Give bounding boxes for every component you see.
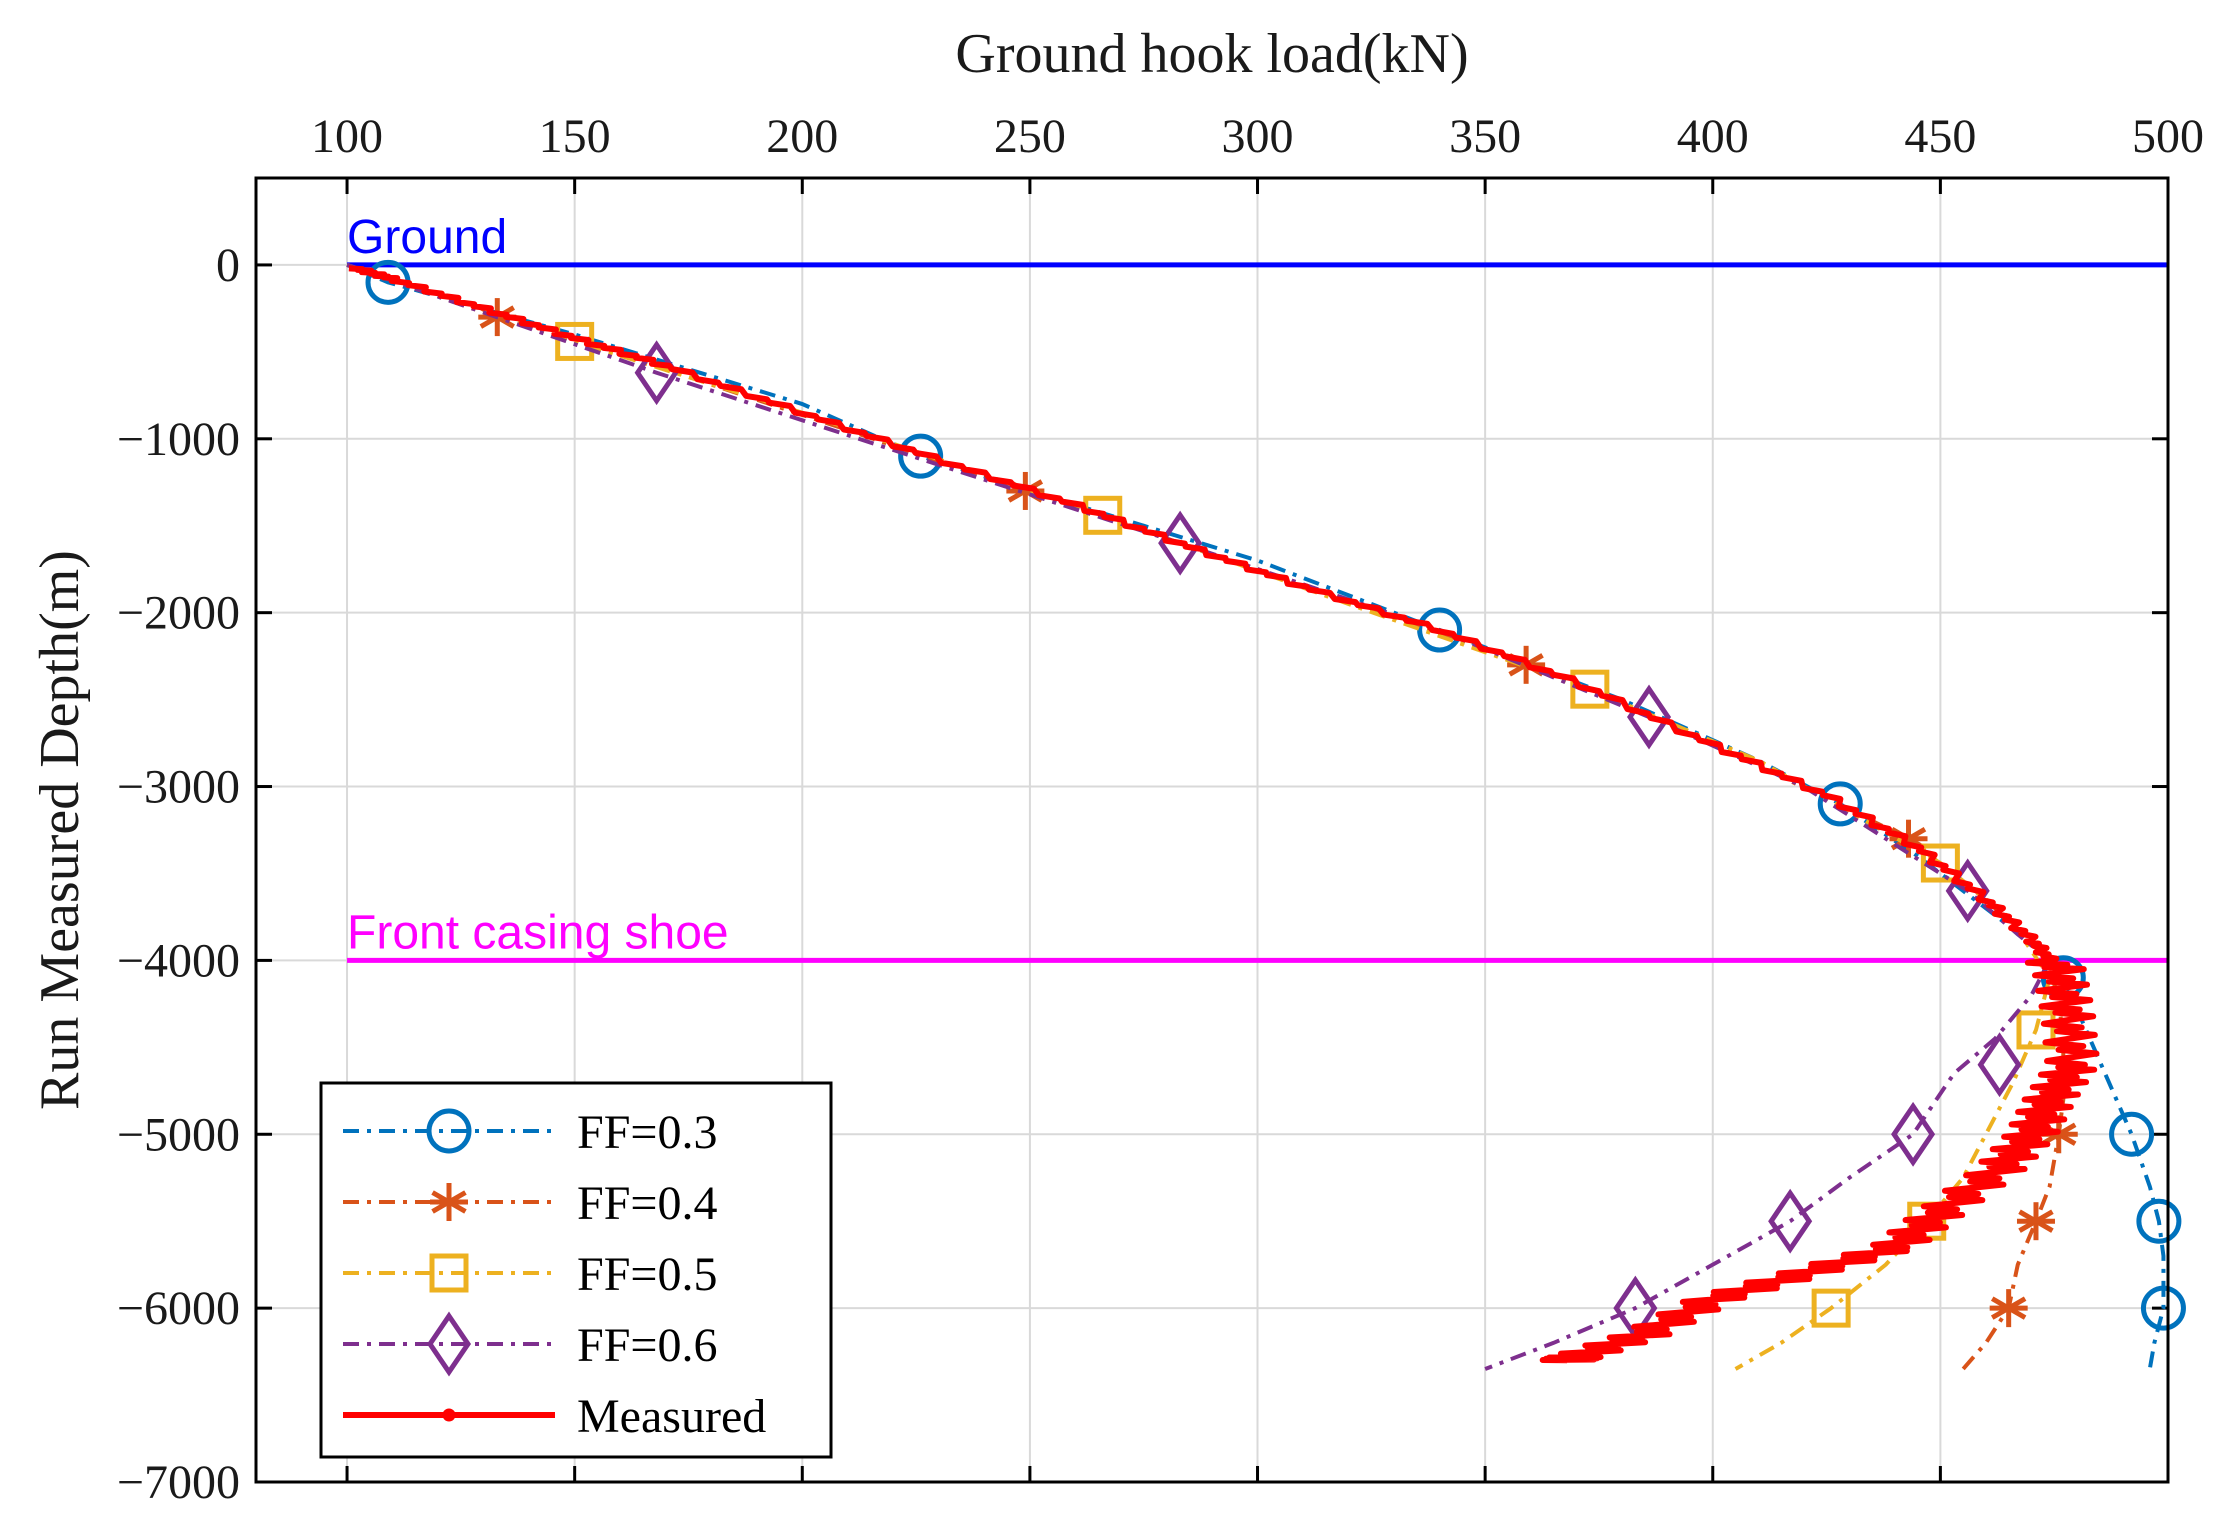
data-point-marker (2016, 1202, 2055, 1241)
data-point-marker (555, 321, 595, 361)
data-point-marker (1083, 495, 1123, 535)
plot-frame (254, 176, 2170, 1484)
x-tick-label: 450 (1904, 110, 1976, 163)
x-axis-label: Ground hook load(kN) (955, 23, 1468, 85)
legend-label: FF=0.4 (577, 1177, 717, 1230)
data-point-marker (1417, 607, 1463, 653)
x-tick-label: 200 (766, 110, 838, 163)
x-tick-label: 150 (539, 110, 611, 163)
data-point-marker (2140, 1285, 2186, 1331)
y-tick-label: −5000 (117, 1108, 240, 1161)
y-tick-label: −2000 (117, 587, 240, 640)
data-point-marker (1627, 684, 1672, 750)
x-tick-label: 400 (1677, 110, 1749, 163)
y-tick-label: −1000 (117, 413, 240, 466)
legend-box (319, 1081, 833, 1459)
data-point-marker (2016, 1010, 2056, 1050)
legend-swatch-marker (430, 1183, 468, 1221)
y-axis-label: Run Measured Depth(m) (29, 550, 91, 1110)
data-point-marker (1989, 1289, 2028, 1328)
x-tick-label: 350 (1449, 110, 1521, 163)
legend-item-ff-0-3: FF=0.3 (343, 1106, 717, 1159)
data-point-marker (898, 433, 944, 479)
legend-swatch-marker (429, 1253, 469, 1293)
data-point-marker (1920, 843, 1960, 883)
y-tick-label: −3000 (117, 761, 240, 814)
legend-swatch-marker (426, 1108, 472, 1154)
data-point-marker (2136, 1198, 2182, 1244)
y-tick-label: 0 (216, 239, 240, 292)
legend-label: FF=0.3 (577, 1106, 717, 1159)
x-tick-label: 300 (1222, 110, 1294, 163)
data-point-marker (1891, 1101, 1936, 1167)
data-point-marker (1811, 1288, 1851, 1328)
data-point-marker (2109, 1111, 2155, 1157)
series-layer (346, 259, 2186, 1371)
series-line (348, 265, 2100, 1364)
y-tick-label: −7000 (117, 1456, 240, 1509)
data-point-marker (1977, 1032, 2022, 1098)
reference-label: Front casing shoe (347, 906, 729, 959)
legend: FF=0.3 FF=0.4 FF=0.5 FF=0.6 Measured (319, 1081, 833, 1459)
legend-label: Measured (577, 1390, 766, 1443)
x-tick-label: 500 (2132, 110, 2204, 163)
data-point-marker (1817, 781, 1863, 827)
legend-item-measured: Measured (343, 1390, 766, 1443)
series-measured (348, 265, 2100, 1364)
tick-labels: 100 150 200 250 300 350 400 450 500 0 −1000 −2000 −3… (117, 110, 2204, 1509)
reference-lines: Ground Front casing shoe (347, 211, 2168, 963)
data-point-marker (1158, 510, 1203, 576)
legend-item-ff-0-6: FF=0.6 (343, 1311, 717, 1377)
data-point-marker (1768, 1188, 1813, 1254)
x-tick-label: 250 (994, 110, 1066, 163)
y-tick-label: −6000 (117, 1282, 240, 1335)
y-tick-label: −4000 (117, 934, 240, 987)
legend-label: FF=0.5 (577, 1248, 717, 1301)
data-point-marker (1570, 669, 1610, 709)
legend-swatch-marker (426, 1311, 472, 1377)
legend-label: FF=0.6 (577, 1319, 717, 1372)
legend-item-ff-0-4: FF=0.4 (343, 1177, 717, 1230)
legend-item-ff-0-5: FF=0.5 (343, 1248, 717, 1301)
legend-swatch-marker (442, 1408, 456, 1422)
x-tick-label: 100 (311, 110, 383, 163)
reference-label: Ground (347, 211, 507, 264)
